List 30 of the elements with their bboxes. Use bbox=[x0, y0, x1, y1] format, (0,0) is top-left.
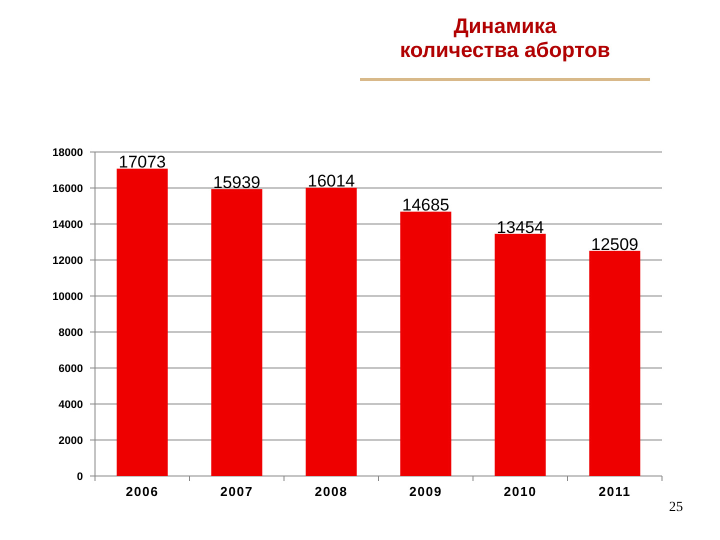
x-tick-label: 2008 bbox=[314, 484, 348, 499]
bar bbox=[116, 168, 168, 476]
y-tick-label: 2000 bbox=[58, 434, 83, 447]
y-tick-label: 12000 bbox=[52, 254, 83, 267]
x-tick-label: 2007 bbox=[220, 484, 254, 499]
data-label: 16014 bbox=[308, 172, 355, 191]
data-label: 17073 bbox=[118, 152, 166, 172]
y-tick-label: 4000 bbox=[58, 398, 83, 411]
data-label: 13454 bbox=[496, 218, 544, 237]
x-tick-label: 2010 bbox=[504, 484, 537, 499]
y-tick-label: 18000 bbox=[52, 146, 83, 159]
y-tick-label: 16000 bbox=[52, 182, 83, 195]
bar bbox=[211, 189, 262, 476]
chart-title: Динамика количества абортов bbox=[400, 15, 610, 62]
bar bbox=[306, 188, 357, 476]
x-tick-label: 2006 bbox=[126, 484, 159, 499]
y-tick-label: 0 bbox=[76, 470, 83, 483]
x-tick-label: 2009 bbox=[409, 484, 442, 499]
y-tick-label: 8000 bbox=[58, 326, 83, 339]
x-tick-label: 2011 bbox=[598, 484, 631, 499]
data-label: 15939 bbox=[213, 173, 260, 192]
y-tick-label: 10000 bbox=[52, 290, 83, 303]
bar bbox=[494, 234, 546, 476]
data-label: 14685 bbox=[402, 196, 450, 215]
bar bbox=[589, 250, 640, 476]
y-tick-label: 6000 bbox=[58, 362, 83, 375]
data-label: 12509 bbox=[591, 234, 638, 254]
bar bbox=[400, 212, 452, 476]
text: 25 bbox=[669, 500, 683, 515]
y-tick-label: 14000 bbox=[52, 218, 83, 231]
